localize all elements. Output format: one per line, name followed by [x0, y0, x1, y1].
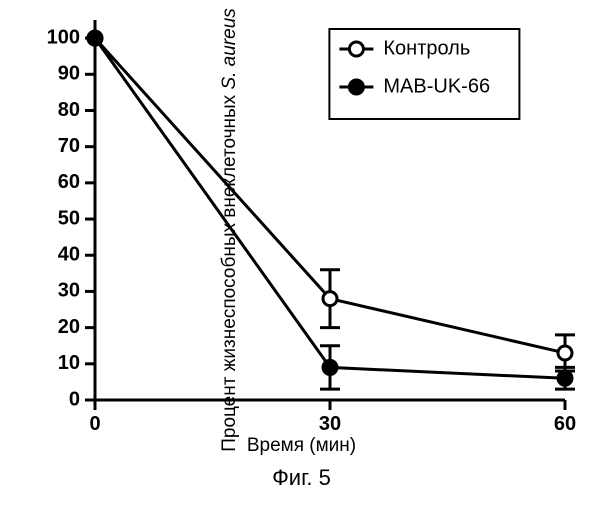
- chart-container: 0 10 20 30 40 50 60 70 80 90 100 0 30 60 Контроль MAB-U…: [0, 0, 603, 500]
- line-chart: 0 10 20 30 40 50 60 70 80 90 100 0 30 60 Контроль MAB-U…: [0, 0, 603, 500]
- legend-label: MAB-UK-66: [383, 75, 490, 97]
- x-tick-label: 60: [554, 413, 576, 435]
- y-tick-label: 70: [58, 135, 80, 157]
- y-axis-label-text: Процент жизнеспособных внеклеточных: [219, 90, 240, 452]
- y-tick-label: 100: [47, 26, 80, 48]
- x-tick-label: 0: [89, 413, 100, 435]
- x-tick-label: 30: [319, 413, 341, 435]
- legend-label: Контроль: [383, 37, 470, 59]
- y-tick-label: 60: [58, 171, 80, 193]
- y-tick-label: 0: [69, 388, 80, 410]
- y-tick-label: 10: [58, 352, 80, 374]
- data-marker: [323, 360, 337, 374]
- x-axis-label: Время (мин): [0, 435, 603, 457]
- figure-caption: Фиг. 5: [0, 465, 603, 491]
- y-axis-label: Процент жизнеспособных внеклеточных S. a…: [219, 8, 241, 452]
- y-tick-label: 40: [58, 244, 80, 266]
- data-marker: [323, 292, 337, 306]
- y-axis-label-italic: S. aureus: [219, 8, 240, 89]
- y-tick-label: 50: [58, 207, 80, 229]
- legend-marker: [349, 80, 363, 94]
- y-tick-label: 80: [58, 99, 80, 121]
- y-tick-label: 20: [58, 316, 80, 338]
- legend-marker: [349, 42, 363, 56]
- y-tick-label: 30: [58, 280, 80, 302]
- data-marker: [558, 371, 572, 385]
- data-marker: [558, 346, 572, 360]
- data-marker: [88, 31, 102, 45]
- y-tick-label: 90: [58, 63, 80, 85]
